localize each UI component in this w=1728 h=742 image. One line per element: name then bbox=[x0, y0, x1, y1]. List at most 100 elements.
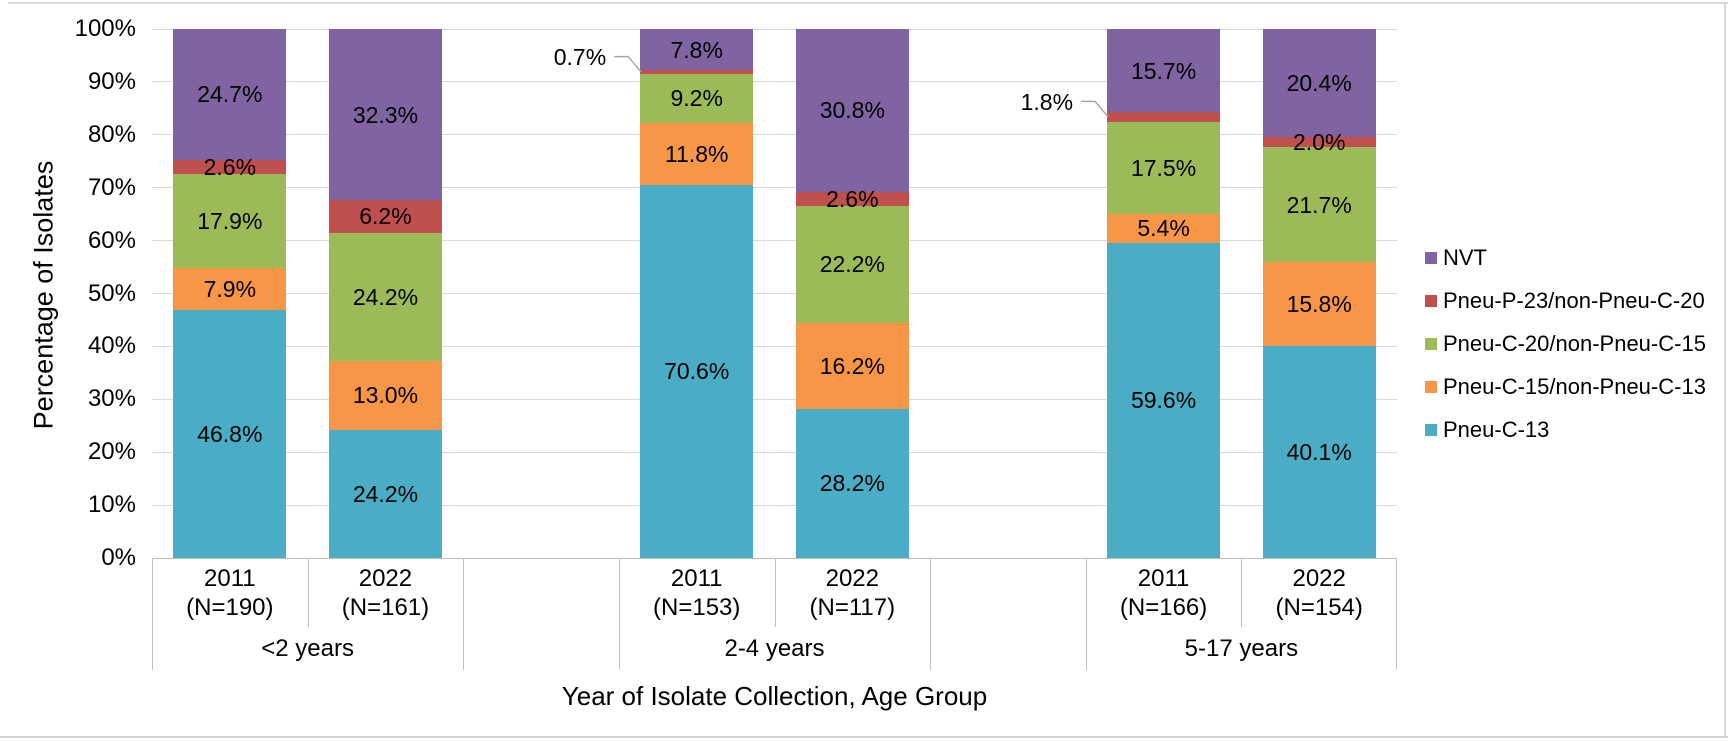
legend-swatch-icon bbox=[1425, 380, 1437, 393]
bar-segment-Pneu-C-20/non-Pneu-C-15 bbox=[1262, 147, 1376, 263]
y-tick-label: 90% bbox=[87, 67, 136, 95]
bar-segment-Pneu-P-23/non-Pneu-C-20 bbox=[328, 200, 442, 233]
bar-segment-Pneu-C-15/non-Pneu-C-13 bbox=[173, 268, 287, 311]
bar-segment-Pneu-P-23/non-Pneu-C-20 bbox=[640, 70, 754, 74]
bar-segment-label: 21.7% bbox=[1286, 191, 1352, 218]
bar-segment-Pneu-C-15/non-Pneu-C-13 bbox=[795, 323, 909, 409]
bar-segment-label: 15.8% bbox=[1286, 291, 1352, 318]
callout-label: 1.8% bbox=[1020, 88, 1074, 115]
legend-label: NVT bbox=[1443, 244, 1487, 270]
bar-segment-Pneu-C-20/non-Pneu-C-15 bbox=[1107, 121, 1221, 215]
bar-segment-label: 24.7% bbox=[197, 81, 263, 108]
bar-segment-label: 9.2% bbox=[670, 85, 723, 112]
year-cell: 2011 (N=166) bbox=[1086, 558, 1242, 627]
legend-swatch-icon bbox=[1425, 294, 1437, 307]
y-tick-label: 70% bbox=[87, 173, 136, 201]
gridline bbox=[152, 293, 1397, 294]
year-cell: 2022 (N=117) bbox=[775, 558, 931, 627]
year-label: 2022 bbox=[825, 564, 879, 592]
age-group-label: 5-17 years bbox=[1184, 634, 1299, 662]
frame-right-border bbox=[1724, 2, 1726, 738]
bar-segment-label: 32.3% bbox=[352, 101, 419, 128]
y-tick-label: 50% bbox=[87, 279, 136, 307]
year-label: 2022 bbox=[1292, 564, 1346, 592]
gridline bbox=[152, 398, 1397, 400]
x-axis-title: Year of Isolate Collection, Age Group bbox=[561, 681, 988, 711]
gridline bbox=[152, 81, 1397, 83]
frame-top-border bbox=[8, 2, 1728, 4]
axis-table-divider bbox=[1241, 558, 1243, 627]
year-cell: 2011 (N=190) bbox=[152, 558, 308, 627]
bar-segment-label: 7.9% bbox=[203, 276, 257, 303]
bar-segment-Pneu-P-23/non-Pneu-C-20 bbox=[1262, 136, 1376, 148]
n-label: (N=166) bbox=[1119, 593, 1208, 621]
year-cell: 2022 (N=154) bbox=[1241, 558, 1397, 627]
y-tick-label: 20% bbox=[87, 438, 136, 466]
bar-segment-Pneu-C-15/non-Pneu-C-13 bbox=[1262, 262, 1376, 346]
legend-item: Pneu-C-20/non-Pneu-C-15 bbox=[1425, 322, 1706, 365]
axis-table-divider bbox=[930, 558, 932, 670]
axis-table-divider bbox=[774, 558, 776, 627]
bar-segment-label: 2.0% bbox=[1292, 129, 1346, 156]
callout-label: 0.7% bbox=[553, 44, 607, 71]
year-label: 2011 bbox=[1137, 564, 1190, 592]
callout-line bbox=[1081, 100, 1109, 118]
bar-segment-NVT bbox=[173, 29, 287, 160]
bar-segment-label: 46.8% bbox=[197, 421, 263, 448]
year-label: 2022 bbox=[358, 564, 413, 592]
bar-segment-label: 40.1% bbox=[1286, 438, 1352, 465]
gridline bbox=[152, 451, 1397, 453]
age-group-label: 2-4 years bbox=[724, 634, 825, 662]
bar-segment-Pneu-C-13 bbox=[640, 184, 754, 558]
y-tick-label: 80% bbox=[87, 120, 136, 148]
bar-segment-Pneu-C-13 bbox=[328, 429, 442, 558]
n-label: (N=153) bbox=[653, 593, 741, 621]
year-label: 2011 bbox=[670, 564, 723, 592]
bar-segment-label: 28.2% bbox=[819, 470, 885, 497]
bar-segment-Pneu-C-15/non-Pneu-C-13 bbox=[328, 361, 442, 430]
bar-segment-label: 17.5% bbox=[1130, 154, 1197, 181]
legend-label: Pneu-C-20/non-Pneu-C-15 bbox=[1443, 330, 1706, 356]
bar-segment-label: 30.8% bbox=[819, 97, 885, 124]
category-axis-table: 2011 (N=190) 2022 (N=161) <2 years 2011 (N=153… bbox=[152, 558, 1397, 670]
bar-segment-label: 2.6% bbox=[203, 153, 257, 180]
y-tick-label: 60% bbox=[87, 226, 136, 254]
year-cell: 2011 (N=153) bbox=[619, 558, 775, 627]
bar-segment-label: 16.2% bbox=[819, 352, 885, 379]
bar-segment-label: 24.2% bbox=[352, 283, 419, 310]
legend-label: Pneu-C-13 bbox=[1443, 416, 1550, 442]
y-tick-label: 0% bbox=[101, 544, 136, 571]
bar-segment-label: 22.2% bbox=[819, 251, 885, 278]
bar-segment-Pneu-P-23/non-Pneu-C-20 bbox=[1107, 112, 1221, 122]
legend-item: Pneu-C-13 bbox=[1425, 408, 1706, 451]
gridline bbox=[152, 134, 1397, 136]
gridline bbox=[152, 240, 1397, 242]
bar-segment-label: 2.6% bbox=[826, 185, 879, 212]
bar-segment-label: 17.9% bbox=[197, 207, 263, 234]
age-group-label: <2 years bbox=[261, 634, 354, 662]
bar-segment-label: 5.4% bbox=[1137, 215, 1190, 242]
bar-segment-label: 59.6% bbox=[1130, 387, 1197, 414]
callout-line bbox=[614, 55, 642, 73]
bar-segment-label: 70.6% bbox=[664, 358, 730, 385]
y-tick-label: 100% bbox=[74, 15, 136, 42]
bar-segment-label: 13.0% bbox=[352, 382, 419, 409]
bar-segment-NVT bbox=[795, 29, 909, 192]
legend-item: Pneu-C-15/non-Pneu-C-13 bbox=[1425, 365, 1706, 408]
bar-segment-Pneu-C-20/non-Pneu-C-15 bbox=[640, 73, 754, 123]
bar-segment-NVT bbox=[1262, 29, 1376, 137]
bar-segment-Pneu-C-13 bbox=[795, 408, 909, 558]
bar-segment-NVT bbox=[640, 29, 754, 71]
bar-segment-label: 7.8% bbox=[670, 36, 723, 63]
legend-label: Pneu-C-15/non-Pneu-C-13 bbox=[1443, 373, 1706, 399]
axis-table-divider bbox=[1396, 558, 1397, 670]
axis-table-divider bbox=[463, 558, 465, 670]
n-label: (N=190) bbox=[186, 593, 274, 621]
bar-segment-Pneu-C-20/non-Pneu-C-15 bbox=[795, 205, 909, 324]
bar-segment-NVT bbox=[328, 29, 442, 201]
axis-table-divider bbox=[152, 558, 153, 670]
bar-segment-label: 11.8% bbox=[664, 140, 729, 167]
bar-segment-Pneu-C-13 bbox=[173, 310, 287, 558]
bar-segment-Pneu-P-23/non-Pneu-C-20 bbox=[173, 159, 287, 174]
